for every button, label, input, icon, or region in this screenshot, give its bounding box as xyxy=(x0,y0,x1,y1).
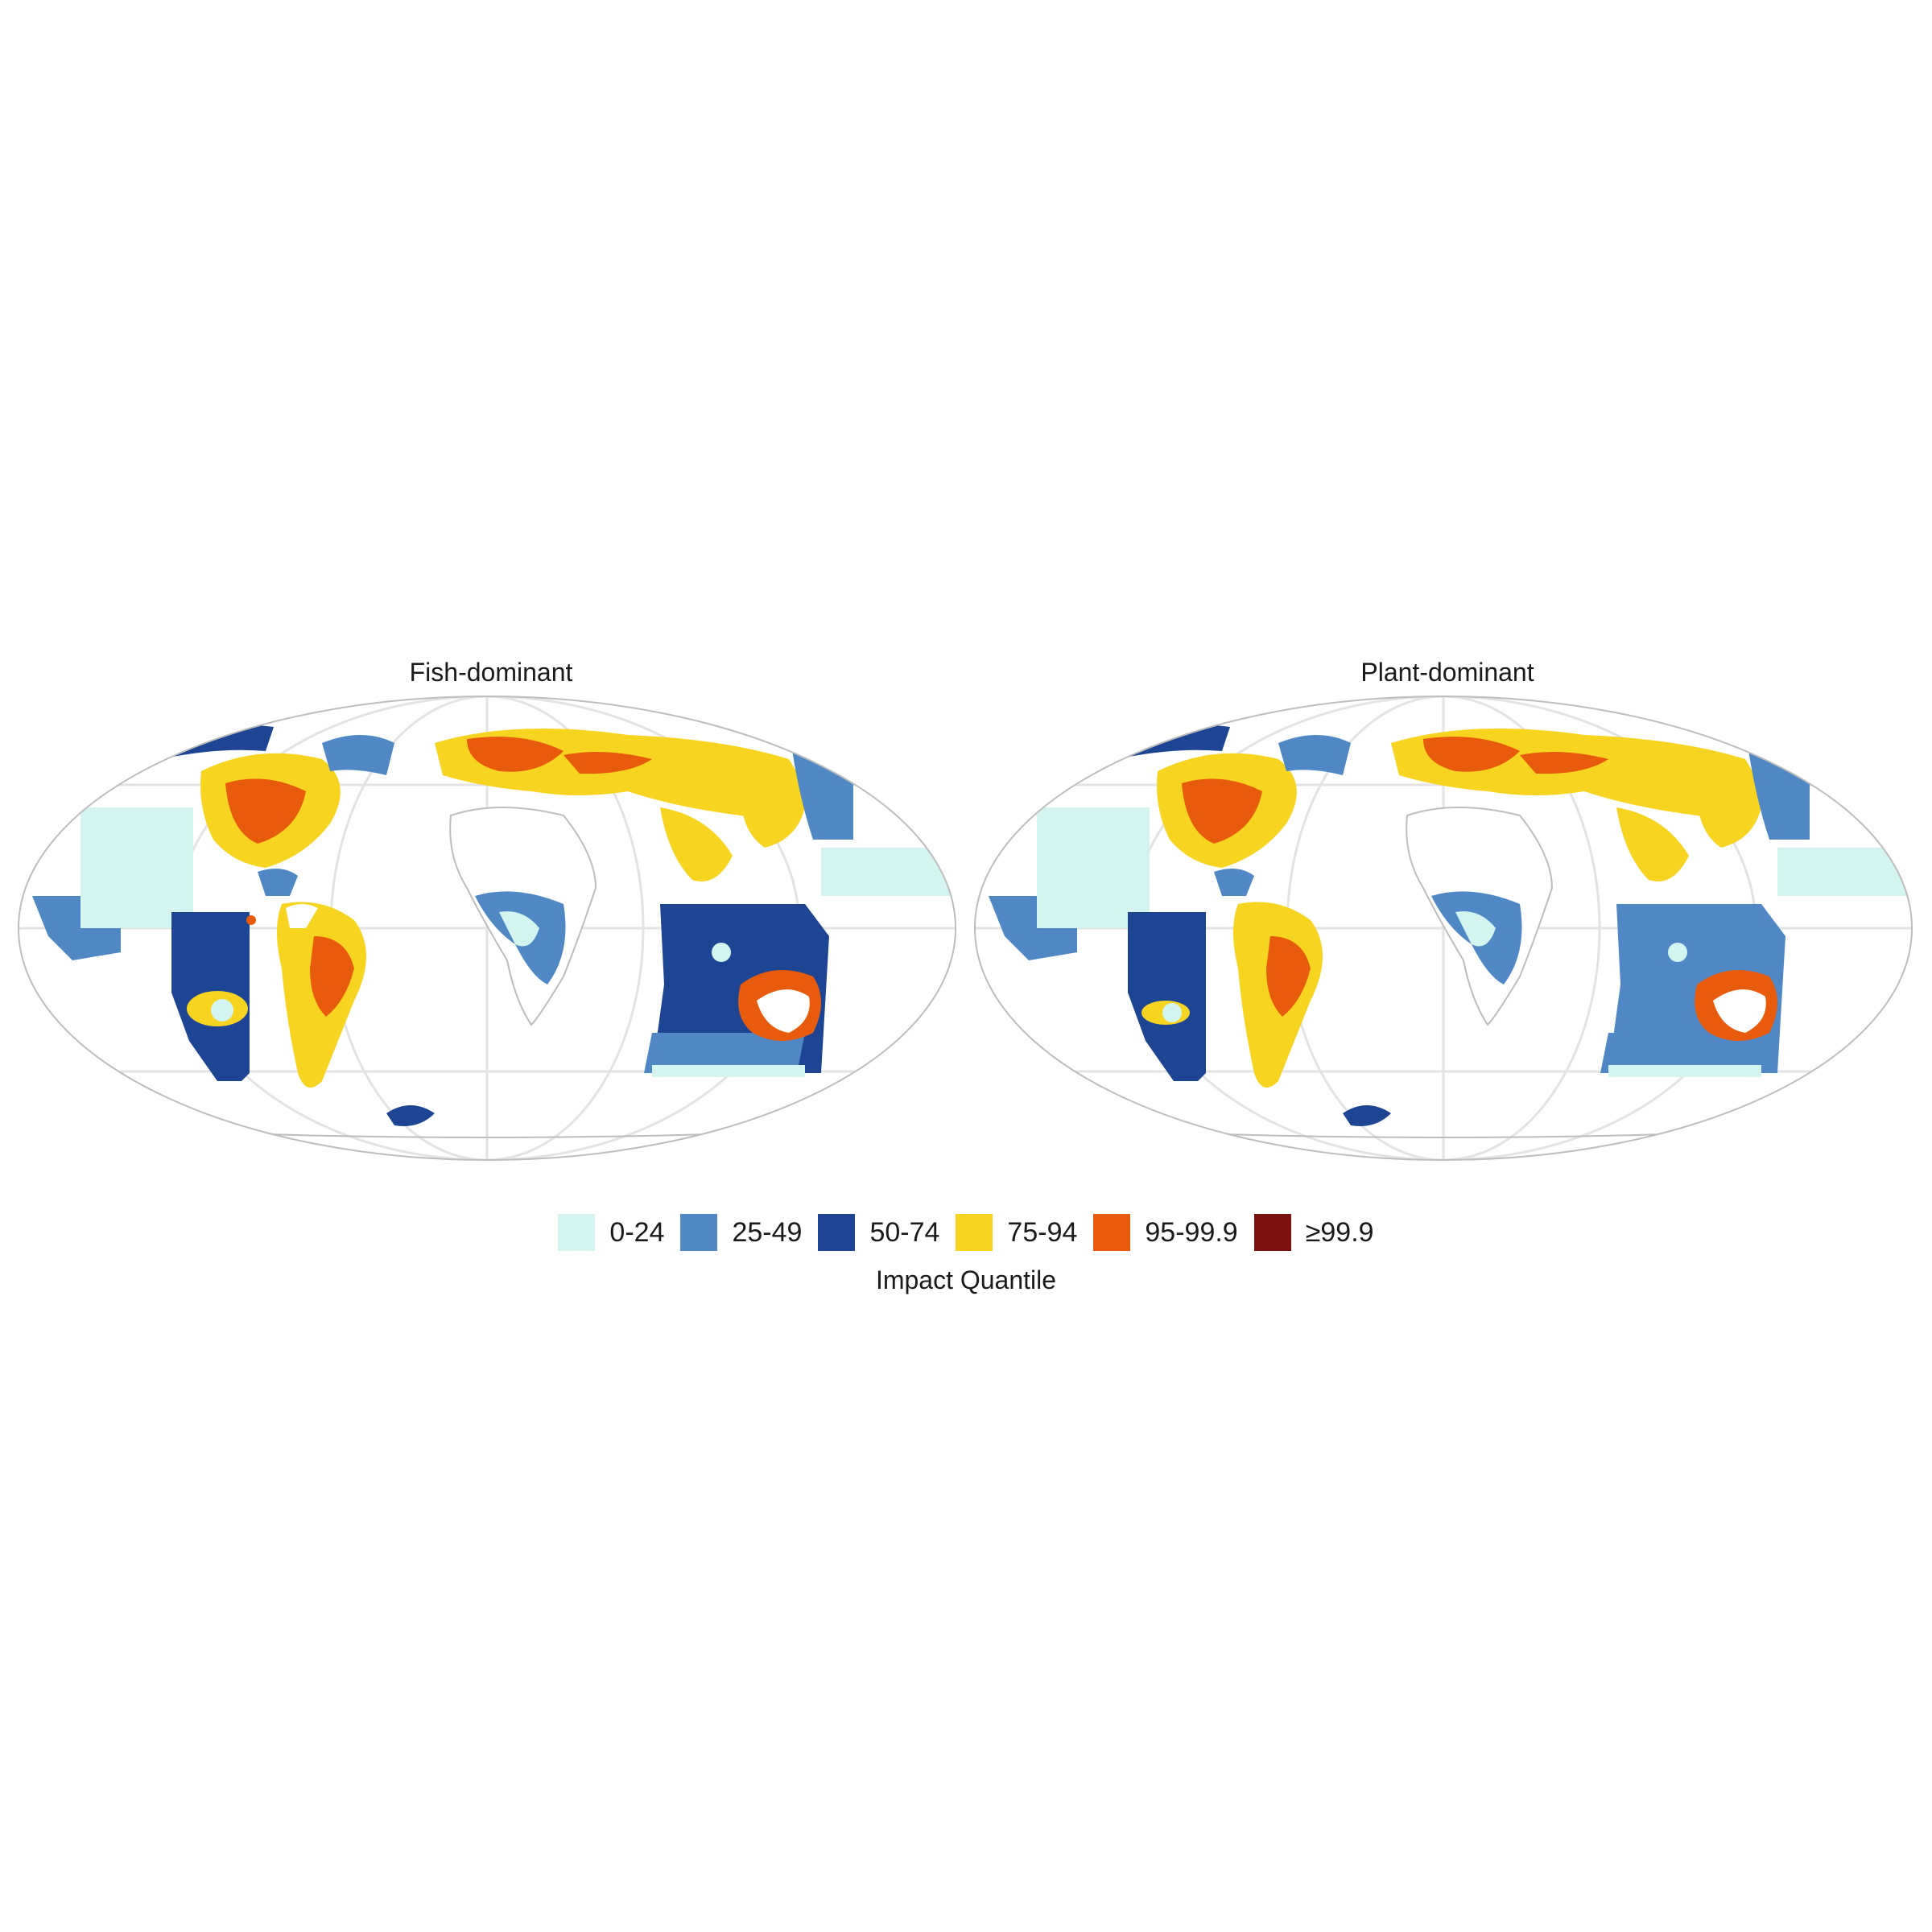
legend-swatch xyxy=(1253,1214,1291,1251)
legend-item: 0-24 xyxy=(558,1214,664,1251)
legend-item: 95-99.9 xyxy=(1093,1214,1238,1251)
legend-swatch xyxy=(680,1214,718,1251)
legend-label: ≥99.9 xyxy=(1305,1216,1374,1248)
legend-label: 75-94 xyxy=(1007,1216,1078,1248)
legend-swatch xyxy=(558,1214,596,1251)
legend-items: 0-24 25-49 50-74 75-94 95-99.9 ≥99.9 xyxy=(0,1214,1932,1251)
legend-item: 50-74 xyxy=(818,1214,939,1251)
southeast-pacific-region xyxy=(1128,912,1206,1081)
legend-label: 50-74 xyxy=(869,1216,940,1248)
world-map-plant xyxy=(974,696,1913,1161)
map-outline xyxy=(974,696,1913,1161)
legend-item: 75-94 xyxy=(956,1214,1077,1251)
map-panel-plant: Plant-dominant xyxy=(972,656,1922,1179)
legend: 0-24 25-49 50-74 75-94 95-99.9 ≥99.9 Impact Q… xyxy=(0,1214,1932,1302)
legend-title: Impact Quantile xyxy=(875,1265,1057,1294)
pacific-north-region xyxy=(80,807,193,928)
legend-swatch xyxy=(956,1214,993,1251)
map-outline xyxy=(18,696,956,1161)
world-map-fish xyxy=(18,696,956,1161)
legend-swatch xyxy=(818,1214,856,1251)
legend-label: 25-49 xyxy=(732,1216,803,1248)
legend-item: 25-49 xyxy=(680,1214,802,1251)
legend-label: 0-24 xyxy=(609,1216,665,1248)
legend-label: 95-99.9 xyxy=(1145,1216,1238,1248)
panel-title: Fish-dominant xyxy=(409,658,573,687)
pacific-north-region xyxy=(1037,807,1150,928)
legend-swatch xyxy=(1093,1214,1131,1251)
panel-title: Plant-dominant xyxy=(1360,658,1534,687)
legend-item: ≥99.9 xyxy=(1253,1214,1374,1251)
map-panel-fish: Fish-dominant xyxy=(16,656,966,1179)
